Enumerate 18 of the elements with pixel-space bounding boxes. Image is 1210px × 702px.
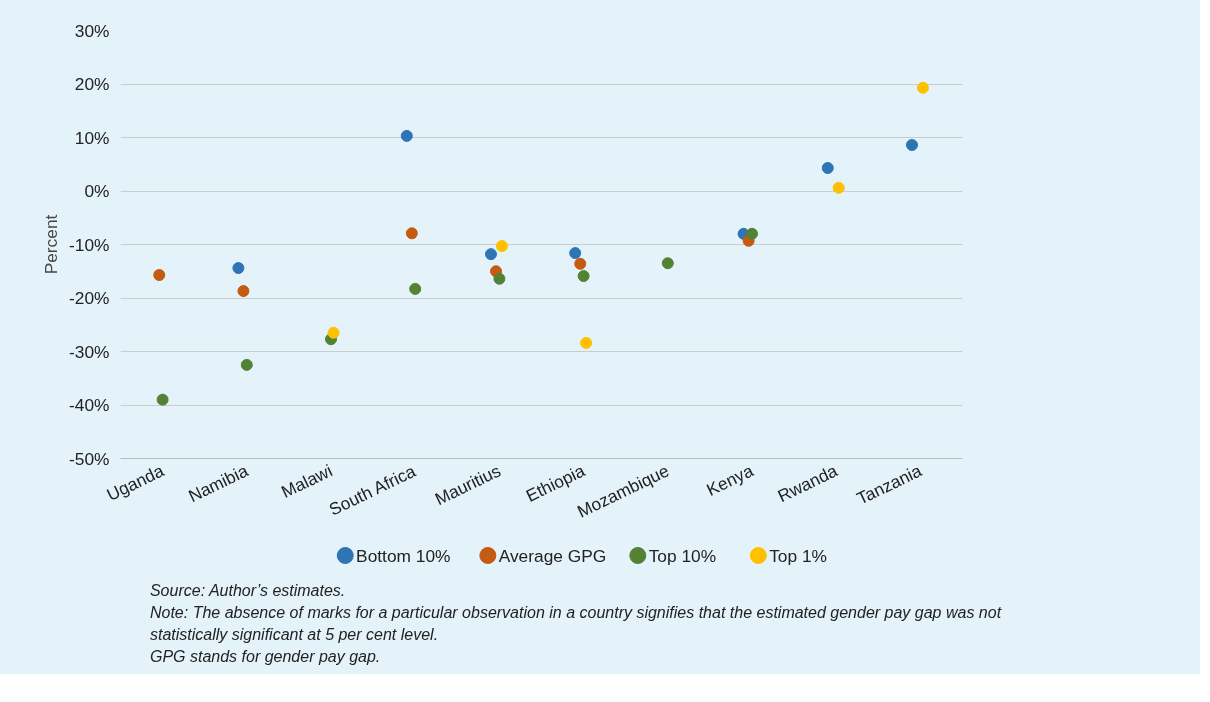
y-axis-title: Percent [41, 214, 62, 275]
y-tick-label: -40% [69, 395, 110, 415]
y-tick-label: 0% [84, 181, 110, 201]
legend-label: Top 1% [769, 545, 827, 566]
y-tick-label: 10% [74, 127, 110, 148]
legend-label: Bottom 10% [356, 545, 451, 566]
y-tick-label: -50% [69, 448, 110, 469]
text: Note: The absence of marks for a particular observation in a country signifies that the estimated gender pay gap was not statistically significant at 5 per cent level. [149, 603, 1002, 643]
x-tick-label: Kenya [703, 460, 757, 500]
legend-label: Average GPG [498, 545, 607, 566]
y-tick-label: 20% [74, 74, 110, 94]
legend-label: Top 10% [648, 545, 717, 566]
y-tick-label: -10% [69, 234, 110, 255]
text: GPG stands for gender pay gap. [149, 647, 381, 665]
y-tick-label: -30% [69, 341, 110, 362]
y-tick-label: -20% [69, 288, 110, 308]
y-tick-label: 30% [74, 20, 110, 41]
source-note: Source: Author’s estimates. [149, 581, 346, 599]
